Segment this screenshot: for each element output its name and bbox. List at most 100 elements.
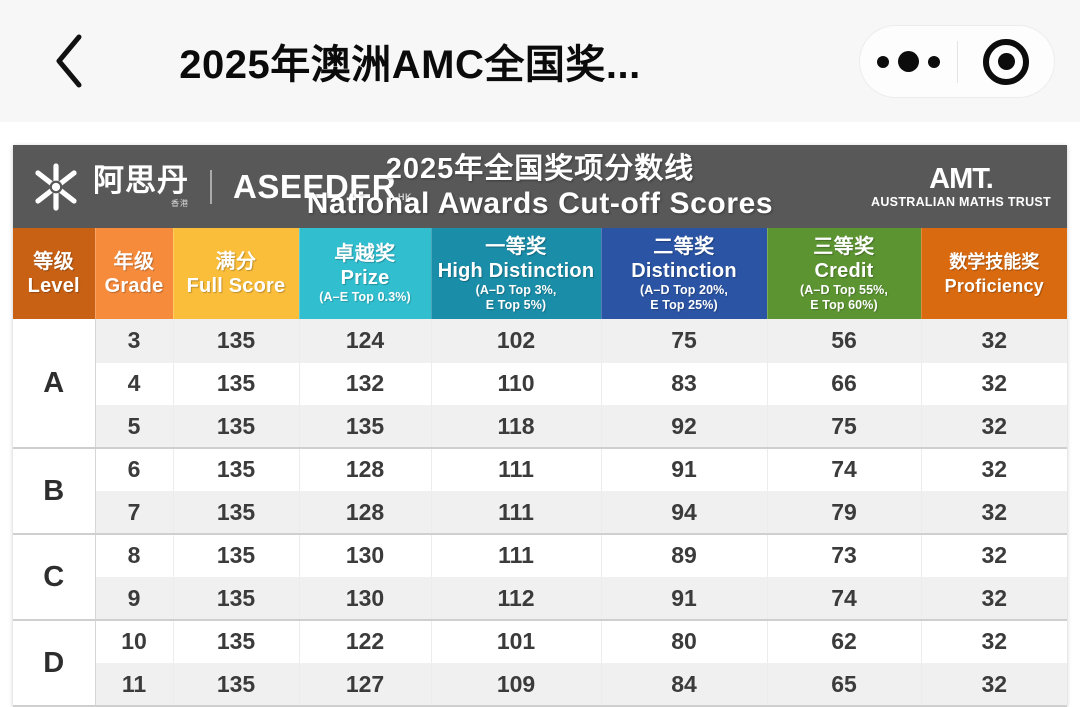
cell-distinction: 92: [601, 405, 768, 449]
cell-distinction: 94: [601, 491, 768, 535]
cell-credit: 62: [767, 619, 922, 664]
column-header-level: 等级 Level: [13, 228, 96, 319]
cell-prize: 130: [299, 533, 432, 578]
brand-name-en: ASEEDER: [233, 167, 397, 205]
cell-grade: 10: [95, 619, 174, 664]
table-row: 11 135 127 109 84 65 32: [13, 663, 1067, 707]
cell-prize: 124: [299, 319, 432, 363]
cell-prize: 132: [299, 362, 432, 406]
cell-full-score: 135: [173, 619, 300, 664]
cell-proficiency: 32: [921, 619, 1067, 664]
cell-prize: 128: [299, 491, 432, 535]
cell-high-distinction: 111: [431, 533, 602, 578]
amt-logo-sub: AUSTRALIAN MATHS TRUST: [871, 194, 1051, 209]
cell-high-distinction: 101: [431, 619, 602, 664]
cell-credit: 73: [767, 533, 922, 578]
cell-prize: 122: [299, 619, 432, 664]
brand-divider: [210, 169, 212, 204]
cell-credit: 65: [767, 663, 922, 707]
cell-prize: 135: [299, 405, 432, 449]
cell-credit: 74: [767, 447, 922, 492]
table-row: C 8 135 130 111 89 73 32: [13, 533, 1067, 621]
cell-proficiency: 32: [921, 405, 1067, 449]
cell-high-distinction: 111: [431, 491, 602, 535]
cell-credit: 66: [767, 362, 922, 406]
cell-credit: 75: [767, 405, 922, 449]
cell-full-score: 135: [173, 362, 300, 406]
cell-proficiency: 32: [921, 491, 1067, 535]
table-row: A 3 135 124 102 75 56 32: [13, 319, 1067, 449]
cell-high-distinction: 102: [431, 319, 602, 363]
page-title: 2025年澳洲AMC全国奖...: [179, 43, 641, 87]
level-group-cell: C: [13, 533, 96, 621]
target-circle-icon[interactable]: [958, 26, 1054, 97]
column-header-prize: 卓越奖 Prize (A–E Top 0.3%): [299, 228, 432, 319]
cell-distinction: 80: [601, 619, 768, 664]
cell-prize: 130: [299, 577, 432, 621]
cell-credit: 56: [767, 319, 922, 363]
back-button[interactable]: [36, 28, 102, 94]
target-ring: [983, 38, 1029, 85]
column-header-credit: 三等奖 Credit (A–D Top 55%, E Top 60%): [767, 228, 922, 319]
cell-distinction: 83: [601, 362, 768, 406]
cell-full-score: 135: [173, 491, 300, 535]
dot-left: [877, 55, 889, 68]
more-dots-icon[interactable]: [860, 26, 957, 97]
table-body: A 3 135 124 102 75 56 32 4 135 132 110 83 66 32 5 135 135…: [13, 319, 1067, 707]
cell-proficiency: 32: [921, 663, 1067, 707]
cell-full-score: 135: [173, 577, 300, 621]
cell-full-score: 135: [173, 447, 300, 492]
cell-grade: 6: [95, 447, 174, 492]
score-poster-card: 阿思丹 香港 ASEEDER HK 2025年全国奖项分数线 National …: [13, 145, 1067, 707]
asterisk-star-icon: [31, 162, 81, 212]
table-row: 7 135 128 111 94 79 32: [13, 491, 1067, 535]
cell-high-distinction: 118: [431, 405, 602, 449]
poster-header-band: 阿思丹 香港 ASEEDER HK 2025年全国奖项分数线 National …: [13, 145, 1067, 228]
cell-prize: 128: [299, 447, 432, 492]
miniprogram-capsule: [860, 26, 1054, 97]
dot-right: [928, 55, 940, 68]
aseeder-logo: 阿思丹 香港 ASEEDER HK: [31, 145, 412, 228]
cell-proficiency: 32: [921, 447, 1067, 492]
chevron-left-icon: [53, 33, 85, 89]
cell-proficiency: 32: [921, 533, 1067, 578]
cell-high-distinction: 110: [431, 362, 602, 406]
brand-name-cn: 阿思丹: [93, 162, 189, 198]
poster-title-cn: 2025年全国奖项分数线: [385, 152, 695, 185]
cell-high-distinction: 109: [431, 663, 602, 707]
cell-full-score: 135: [173, 663, 300, 707]
cell-grade: 5: [95, 405, 174, 449]
cell-grade: 11: [95, 663, 174, 707]
level-group-cell: B: [13, 447, 96, 535]
cell-grade: 4: [95, 362, 174, 406]
cell-grade: 7: [95, 491, 174, 535]
table-header-row: 等级 Level 年级 Grade 满分 Full Score 卓越奖 Priz…: [13, 228, 1067, 319]
cell-full-score: 135: [173, 319, 300, 363]
cell-proficiency: 32: [921, 362, 1067, 406]
column-header-grade: 年级 Grade: [95, 228, 174, 319]
capsule-divider: [957, 40, 958, 83]
cell-credit: 79: [767, 491, 922, 535]
table-row: 5 135 135 118 92 75 32: [13, 405, 1067, 449]
cell-credit: 74: [767, 577, 922, 621]
amt-logo: AMT. AUSTRALIAN MATHS TRUST: [871, 145, 1051, 228]
cell-distinction: 84: [601, 663, 768, 707]
column-header-full-score: 满分 Full Score: [173, 228, 300, 319]
cell-distinction: 75: [601, 319, 768, 363]
table-row: B 6 135 128 111 91 74 32: [13, 447, 1067, 535]
cell-prize: 127: [299, 663, 432, 707]
table-row: D 10 135 122 101 80 62 32: [13, 619, 1067, 707]
cutoff-scores-table: 等级 Level 年级 Grade 满分 Full Score 卓越奖 Priz…: [13, 228, 1067, 707]
cell-distinction: 89: [601, 533, 768, 578]
cell-proficiency: 32: [921, 577, 1067, 621]
cell-distinction: 91: [601, 447, 768, 492]
table-row: 4 135 132 110 83 66 32: [13, 362, 1067, 406]
column-header-high-distinction: 一等奖 High Distinction (A–D Top 3%, E Top …: [431, 228, 602, 319]
amt-logo-main: AMT.: [929, 162, 994, 195]
column-header-proficiency: 数学技能奖 Proficiency: [921, 228, 1067, 319]
cell-proficiency: 32: [921, 319, 1067, 363]
brand-name-cn-sub: 香港: [171, 198, 189, 208]
cell-full-score: 135: [173, 533, 300, 578]
cell-distinction: 91: [601, 577, 768, 621]
level-group-cell: A: [13, 319, 96, 449]
